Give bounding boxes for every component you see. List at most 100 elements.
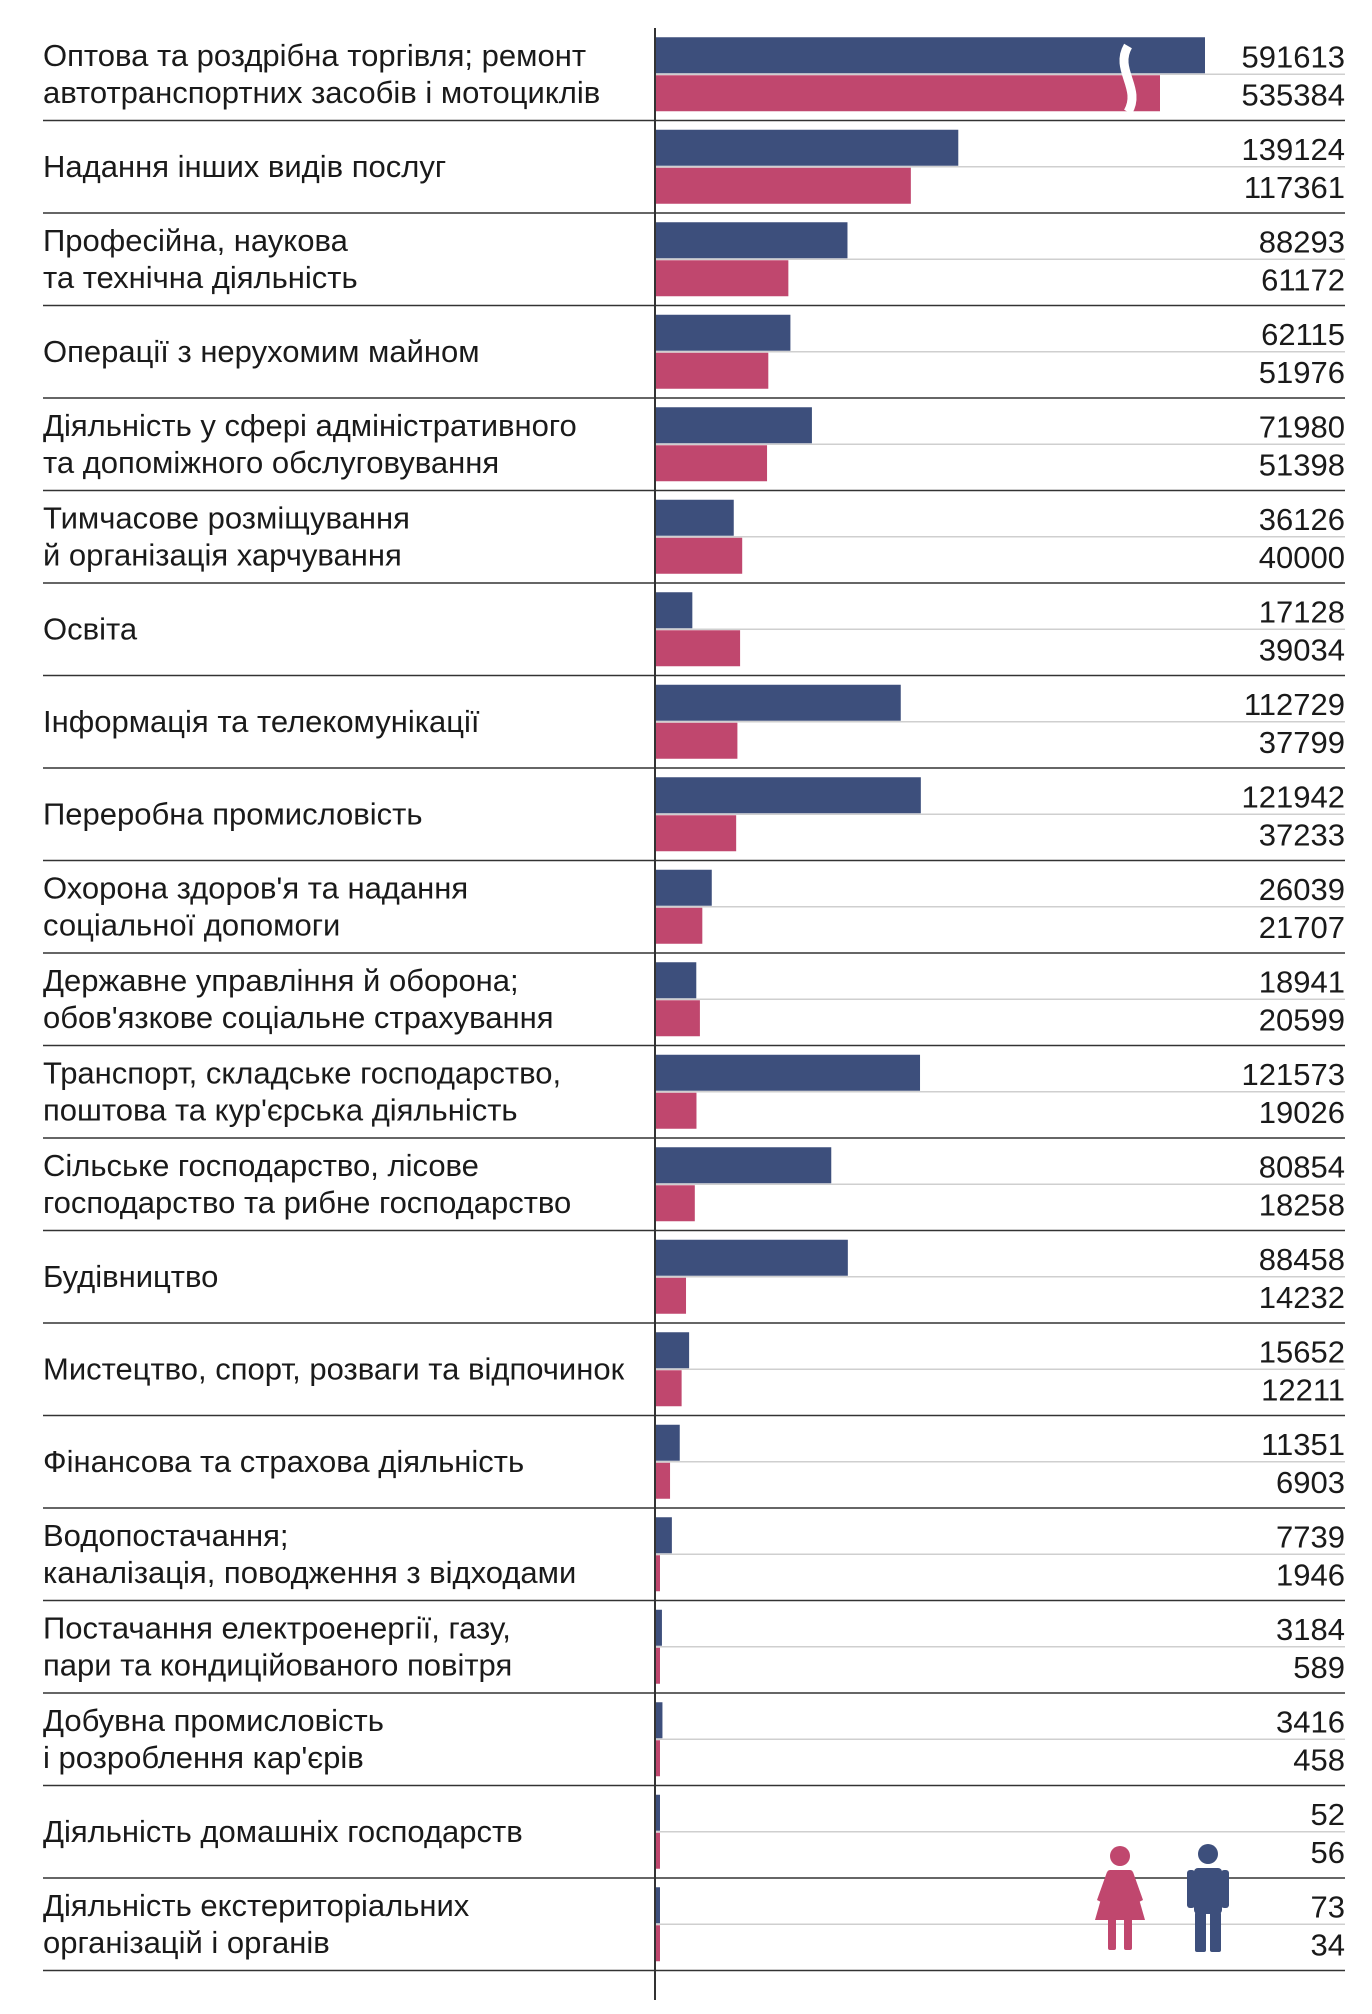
chart-row: Водопостачання;каналізація, поводження з…	[43, 1517, 1345, 1602]
bar-series-2	[655, 1647, 660, 1684]
category-label: та технічна діяльність	[43, 260, 358, 295]
category-label: Професійна, наукова	[43, 223, 349, 258]
bar-series-2	[655, 167, 911, 204]
bar-series-2	[655, 1832, 660, 1869]
bar-series-2	[655, 352, 769, 389]
category-label: поштова та кур'єрська діяльність	[43, 1092, 518, 1127]
bar-series-1	[655, 962, 697, 999]
category-label: Сільське господарство, лісове	[43, 1148, 479, 1183]
value-label: 20599	[1259, 1002, 1345, 1037]
value-label: 117361	[1244, 170, 1345, 205]
category-label: й організація харчування	[43, 537, 402, 572]
bar-series-1	[655, 592, 693, 629]
bar-series-2	[655, 1000, 700, 1037]
category-label: Діяльність екстериторіальних	[43, 1888, 470, 1923]
value-label: 6903	[1276, 1465, 1345, 1500]
bar-series-2	[655, 1277, 687, 1314]
value-label: 19026	[1259, 1095, 1345, 1130]
bar-series-1	[655, 1609, 662, 1646]
chart-row: Фінансова та страхова діяльність 11351690…	[43, 1424, 1345, 1509]
chart-row: Транспорт, складське господарство,поштов…	[43, 1054, 1345, 1139]
value-label: 21707	[1259, 910, 1345, 945]
category-label: соціальної допомоги	[43, 907, 340, 942]
value-label: 51398	[1259, 447, 1345, 482]
category-label: та допоміжного обслуговування	[43, 445, 499, 480]
value-label: 80854	[1259, 1149, 1345, 1184]
value-label: 121573	[1242, 1057, 1345, 1092]
value-label: 61172	[1261, 262, 1345, 297]
category-label: Державне управління й оборона;	[43, 963, 519, 998]
bar-series-1	[655, 407, 812, 444]
value-label: 589	[1293, 1650, 1345, 1685]
bar-series-1	[655, 222, 848, 259]
value-label: 17128	[1259, 594, 1345, 629]
value-label: 88458	[1259, 1242, 1345, 1277]
bar-series-2	[655, 537, 743, 574]
value-label: 18941	[1259, 964, 1345, 999]
category-label: Інформація та телекомунікації	[43, 704, 480, 739]
chart-row: Оптова та роздрібна торгівля; ремонтавто…	[43, 37, 1345, 122]
bar-series-1	[655, 1517, 672, 1554]
category-label: Тимчасове розміщування	[43, 500, 410, 535]
bar-series-1	[655, 1887, 660, 1924]
value-label: 458	[1293, 1742, 1345, 1777]
value-label: 121942	[1242, 779, 1345, 814]
bar-series-1	[655, 1424, 680, 1461]
value-label: 591613	[1242, 39, 1345, 74]
bar-series-2	[655, 815, 737, 852]
bar-series-2	[655, 630, 741, 667]
value-label: 52	[1311, 1797, 1345, 1832]
bar-series-1	[655, 1054, 921, 1091]
bar-series-2	[655, 907, 703, 944]
category-label: господарство та рибне господарство	[43, 1185, 571, 1220]
bar-series-1	[655, 37, 1205, 74]
bar-series-2	[655, 260, 789, 297]
value-label: 26039	[1259, 872, 1345, 907]
category-label: Операції з нерухомим майном	[43, 334, 480, 369]
value-label: 1946	[1276, 1557, 1345, 1592]
category-label: Освіта	[43, 611, 138, 646]
bar-series-1	[655, 1794, 660, 1831]
legend	[1095, 1844, 1229, 1952]
value-label: 73	[1311, 1889, 1345, 1924]
axis-break-mark	[1119, 43, 1137, 115]
category-label: Оптова та роздрібна торгівля; ремонт	[43, 38, 586, 73]
bar-series-2	[655, 1555, 660, 1592]
category-label: Переробна промисловість	[43, 796, 423, 831]
category-label: і розроблення кар'єрів	[43, 1740, 364, 1775]
value-label: 14232	[1259, 1280, 1345, 1315]
value-label: 39034	[1259, 632, 1345, 667]
bar-series-2	[655, 1740, 660, 1777]
bar-series-2	[655, 445, 768, 482]
chart-row: Сільське господарство, лісовегосподарств…	[43, 1147, 1345, 1232]
value-label: 37799	[1259, 725, 1345, 760]
value-label: 12211	[1261, 1372, 1345, 1407]
man-icon	[1187, 1844, 1229, 1952]
category-label: Транспорт, складське господарство,	[43, 1055, 561, 1090]
value-label: 71980	[1259, 409, 1345, 444]
value-label: 56	[1311, 1835, 1345, 1870]
category-label: Постачання електроенергії, газу,	[43, 1610, 511, 1645]
bar-series-1	[655, 314, 791, 351]
value-label: 37233	[1259, 817, 1345, 852]
category-label: автотранспортних засобів і мотоциклів	[43, 75, 600, 110]
category-label: Діяльність у сфері адміністративного	[43, 408, 577, 443]
category-label: Фінансова та страхова діяльність	[43, 1444, 524, 1479]
value-label: 3416	[1276, 1704, 1345, 1739]
bar-series-2	[655, 1462, 671, 1499]
value-label: 34	[1311, 1927, 1345, 1962]
category-label: пари та кондиційованого повітря	[43, 1647, 512, 1682]
bar-series-1	[655, 499, 734, 536]
bar-series-2	[655, 1185, 695, 1222]
category-label: Діяльність домашніх господарств	[43, 1814, 523, 1849]
value-label: 15652	[1259, 1334, 1345, 1369]
